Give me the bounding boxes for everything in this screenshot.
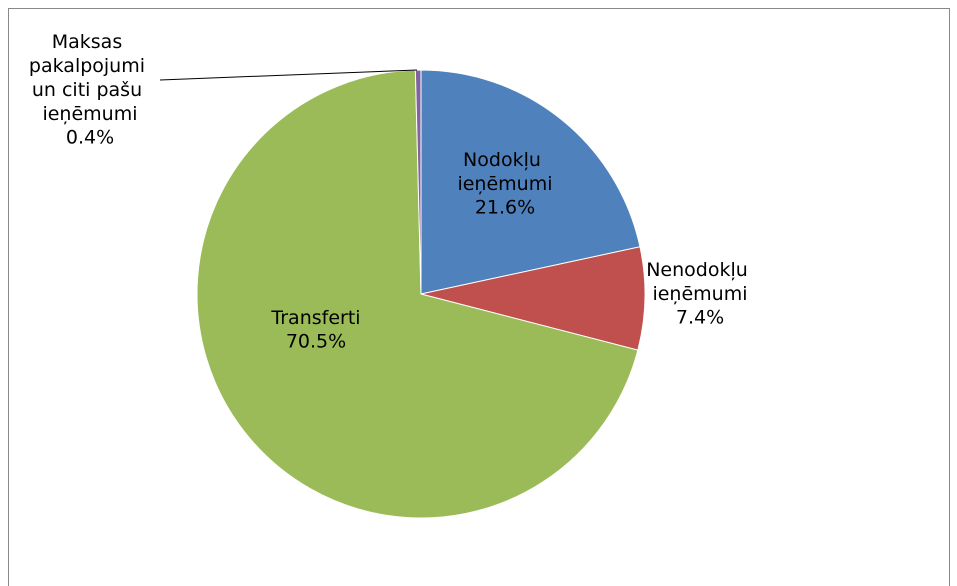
pie-slice: [420, 246, 646, 351]
leader-line: [159, 69, 418, 81]
value-label: 7.4%: [676, 307, 724, 329]
category-label: Nodokļu ieņēmumi: [457, 149, 552, 195]
pie-slice: [420, 69, 641, 295]
value-label: 21.6%: [475, 197, 535, 219]
category-label: Maksas pakalpojumi un citi pašu ieņēmumi: [29, 31, 151, 125]
pie-slice: [196, 69, 639, 519]
category-label: Nenodokļu ieņēmumi: [646, 259, 754, 305]
value-label: 70.5%: [286, 331, 346, 353]
category-label: Transferti: [270, 307, 360, 329]
value-label: 0.4%: [66, 127, 114, 149]
